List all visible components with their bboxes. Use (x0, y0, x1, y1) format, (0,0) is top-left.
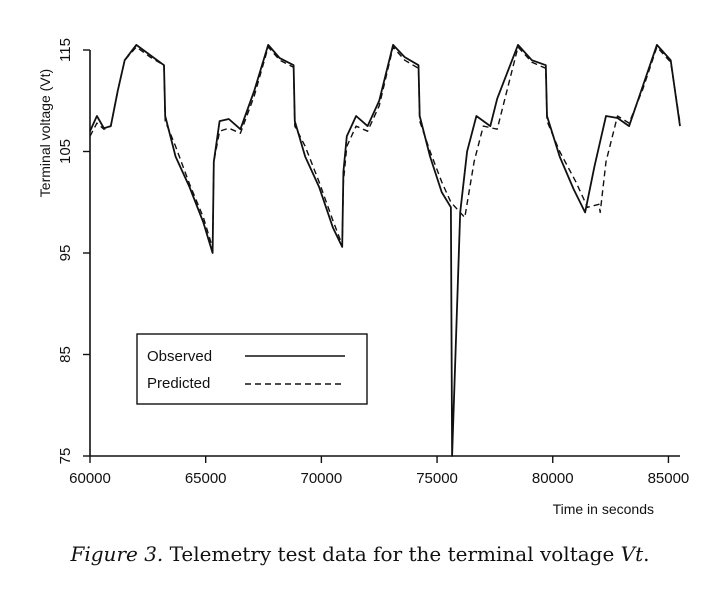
x-ticks: 60000 65000 70000 75000 80000 85000 (69, 456, 689, 487)
series-predicted-line (89, 46, 681, 249)
plot-area: 60000 65000 70000 75000 80000 85000 75 85 95 105… (57, 38, 689, 487)
y-ticks: 75 85 95 105 115 (57, 38, 90, 464)
y-tick-label: 75 (57, 448, 74, 465)
caption-variable: Vt (620, 542, 644, 566)
caption-text: Telemetry test data for the terminal vol… (163, 542, 621, 566)
caption-end: . (643, 542, 650, 566)
y-tick-label: 105 (57, 139, 74, 164)
x-tick-label: 75000 (416, 470, 458, 487)
voltage-chart: 60000 65000 70000 75000 80000 85000 75 85 95 105… (37, 38, 689, 517)
y-tick-label: 115 (57, 38, 74, 62)
x-tick-label: 85000 (648, 470, 690, 487)
legend: Observed Predicted (136, 333, 368, 405)
series-observed-line (89, 44, 681, 457)
y-axis-title: Terminal voltage (Vt) (37, 69, 53, 197)
figure-caption: Figure 3. Telemetry test data for the te… (0, 542, 720, 566)
legend-label-observed: Observed (147, 348, 212, 365)
caption-figure-label: Figure 3. (70, 542, 164, 566)
x-tick-label: 80000 (532, 470, 574, 487)
x-axis-title: Time in seconds (553, 501, 654, 517)
series-layer (89, 44, 681, 457)
legend-box (136, 333, 368, 405)
y-tick-label: 95 (57, 245, 74, 262)
x-tick-label: 70000 (301, 470, 343, 487)
y-tick-label: 85 (57, 346, 74, 363)
legend-label-predicted: Predicted (147, 375, 210, 392)
x-tick-label: 65000 (185, 470, 227, 487)
x-tick-label: 60000 (69, 470, 111, 487)
